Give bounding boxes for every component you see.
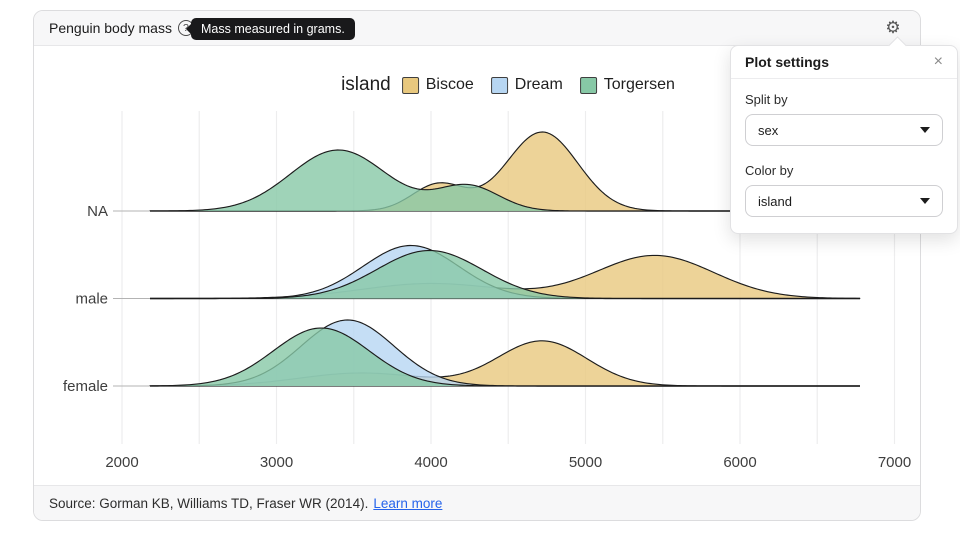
tooltip: Mass measured in grams.: [186, 18, 355, 40]
legend-item-dream: Dream: [490, 76, 563, 94]
plot-settings-popover: Plot settings × Split by sex Color by is…: [730, 36, 958, 234]
x-tick-label: 2000: [105, 454, 138, 471]
split-by-label: Split by: [745, 92, 788, 107]
legend-label: Biscoe: [425, 76, 474, 93]
tooltip-text: Mass measured in grams.: [201, 22, 345, 36]
x-tick-label: 4000: [414, 454, 447, 471]
color-by-select[interactable]: island: [745, 185, 943, 217]
split-by-value: sex: [758, 122, 779, 138]
tooltip-arrow-icon: [186, 24, 191, 34]
legend-label: Torgersen: [603, 76, 675, 93]
popover-header: Plot settings ×: [731, 46, 957, 79]
x-tick-label: 6000: [723, 454, 756, 471]
density-curve-torgersen: [149, 327, 860, 387]
source-text: Source: Gorman KB, Williams TD, Fraser W…: [49, 495, 369, 511]
biscoe-swatch-icon: [401, 76, 419, 94]
chevron-down-icon: [920, 198, 930, 204]
split-by-select[interactable]: sex: [745, 114, 943, 146]
color-by-label: Color by: [745, 163, 794, 178]
x-tick-label: 5000: [569, 454, 602, 471]
chart-legend: island Biscoe Dream Torgersen: [341, 74, 675, 96]
learn-more-link[interactable]: Learn more: [373, 495, 443, 511]
popover-title: Plot settings: [745, 54, 830, 70]
page-title: Penguin body mass: [49, 20, 172, 36]
dream-swatch-icon: [490, 76, 508, 94]
legend-item-torgersen: Torgersen: [579, 76, 675, 94]
gear-icon: ⚙: [885, 17, 901, 38]
popover-body: Split by sex Color by island: [731, 79, 957, 233]
density-curve-torgersen: [150, 249, 860, 300]
legend-item-biscoe: Biscoe: [401, 76, 474, 94]
card-header: Penguin body mass ? Mass measured in gra…: [34, 11, 920, 46]
legend-title: island: [341, 74, 391, 95]
close-icon[interactable]: ×: [933, 53, 943, 70]
x-tick-label: 7000: [878, 454, 911, 471]
row-label: male: [75, 291, 108, 308]
chevron-down-icon: [920, 127, 930, 133]
row-label: female: [63, 378, 108, 395]
torgersen-swatch-icon: [579, 76, 597, 94]
legend-label: Dream: [514, 76, 563, 93]
row-label: NA: [87, 203, 108, 220]
card-footer: Source: Gorman KB, Williams TD, Fraser W…: [34, 485, 920, 520]
x-tick-label: 3000: [260, 454, 293, 471]
settings-button[interactable]: ⚙: [881, 16, 905, 40]
color-by-value: island: [758, 193, 792, 209]
